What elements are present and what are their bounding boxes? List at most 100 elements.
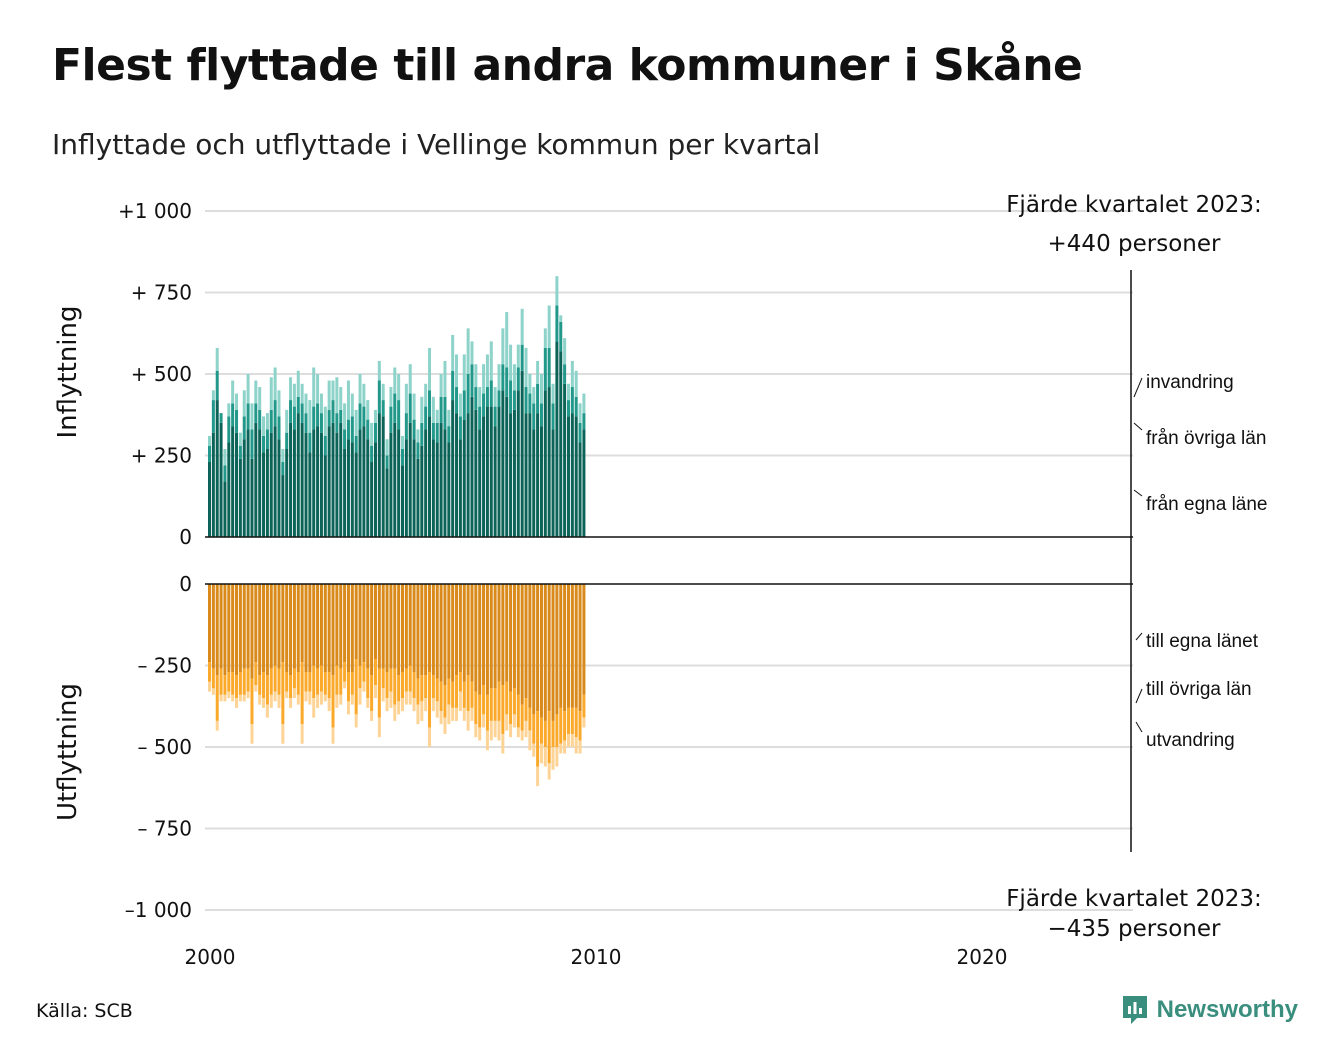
bar-segment [489,584,493,689]
bar-segment [524,584,528,699]
bar-segment [416,678,420,705]
bar-segment [520,730,524,741]
bar-segment [211,400,215,433]
bar-segment [273,426,277,537]
bar-segment [393,422,397,537]
bar-segment [478,429,482,537]
bar-segment [401,698,404,712]
bar-segment [389,432,393,537]
bar-segment [358,403,362,430]
bar-segment [528,584,532,708]
bar-segment [308,432,312,453]
bar-segment [547,387,551,537]
bar-segment [420,675,424,702]
bar-segment [215,370,219,401]
bar-segment [455,675,459,708]
bar-segment [566,383,570,401]
bar-segment [578,403,582,423]
bar-segment [377,668,381,718]
bar-segment [250,584,254,679]
bar-segment [285,409,289,433]
bar-segment [254,422,258,537]
bar-segment [273,584,277,666]
bar-segment [501,685,505,734]
bar-segment [389,584,393,669]
bar-segment [536,766,540,787]
bar-segment [366,439,370,537]
bar-segment [219,413,223,423]
bar-segment [343,448,347,537]
bar-segment [555,341,559,537]
bar-segment [289,584,293,676]
y-tick-label-out: 0 [179,572,192,596]
bar-segment [408,584,412,666]
bar-segment [238,584,242,673]
bar-segment [574,737,578,754]
x-tick-label: 2010 [571,945,622,969]
bar-segment [447,704,451,725]
bar-segment [466,328,470,374]
bar-segment [404,439,408,537]
bar-segment [250,429,254,459]
y-tick-label-out: – 250 [137,654,192,678]
bar-segment [555,584,559,715]
bar-segment [536,584,540,712]
bar-segment [543,347,547,391]
annotation-inflow: +440 personer [1048,231,1221,257]
bar-segment [497,364,501,391]
bar-segment [370,675,374,712]
bar-segment [289,675,293,699]
bar-segment [574,584,578,708]
bar-segment [335,377,339,414]
y-axis-title-in: Inflyttning [53,306,83,439]
bar-segment [393,704,397,721]
bar-segment [435,442,439,537]
bar-segment [327,409,331,427]
bar-segment [350,694,354,705]
bar-segment [443,396,447,430]
bar-segment [327,380,331,410]
gridlines [205,210,1133,911]
bar-segment [474,691,478,725]
bar-segment [493,426,497,537]
bar-segment [254,380,258,404]
bar-segment [219,422,223,537]
bar-segment [520,344,524,371]
legend: invandring från övriga län från egna läne t… [1133,372,1268,751]
bar-segment [258,584,262,676]
bar-segment [246,668,250,692]
bar-segment [559,584,563,708]
bar-segment [296,396,300,414]
bar-segment [208,584,211,663]
bar-segment [482,393,486,417]
bar-segment [520,308,524,345]
bar-segment [447,409,451,427]
bar-segment [377,413,381,537]
bar-segment [443,685,447,718]
bar-segment [404,383,408,414]
bar-segment [238,694,242,702]
bar-segment [455,387,459,414]
bar-segment [578,740,582,754]
bar-segment [242,439,246,537]
bar-segment [258,429,262,537]
bar-segment [578,422,582,443]
bar-segment [346,672,350,702]
bar-segment [431,675,435,699]
bar-segment [285,584,289,673]
bar-segment [319,691,323,705]
bar-segment [547,305,551,348]
bar-segment [343,584,347,663]
bar-segment [566,400,570,417]
bar-segment [462,354,466,391]
bar-segment [485,730,489,751]
bar-segment [505,584,509,682]
y-tick-label-in: + 500 [131,362,192,386]
bar-segment [404,668,408,692]
bar-segment [524,347,528,388]
bar-segment [358,374,362,404]
bar-segment [555,305,559,342]
bar-segment [231,403,235,427]
bar-segment [505,396,509,537]
bar-segment [370,584,374,676]
